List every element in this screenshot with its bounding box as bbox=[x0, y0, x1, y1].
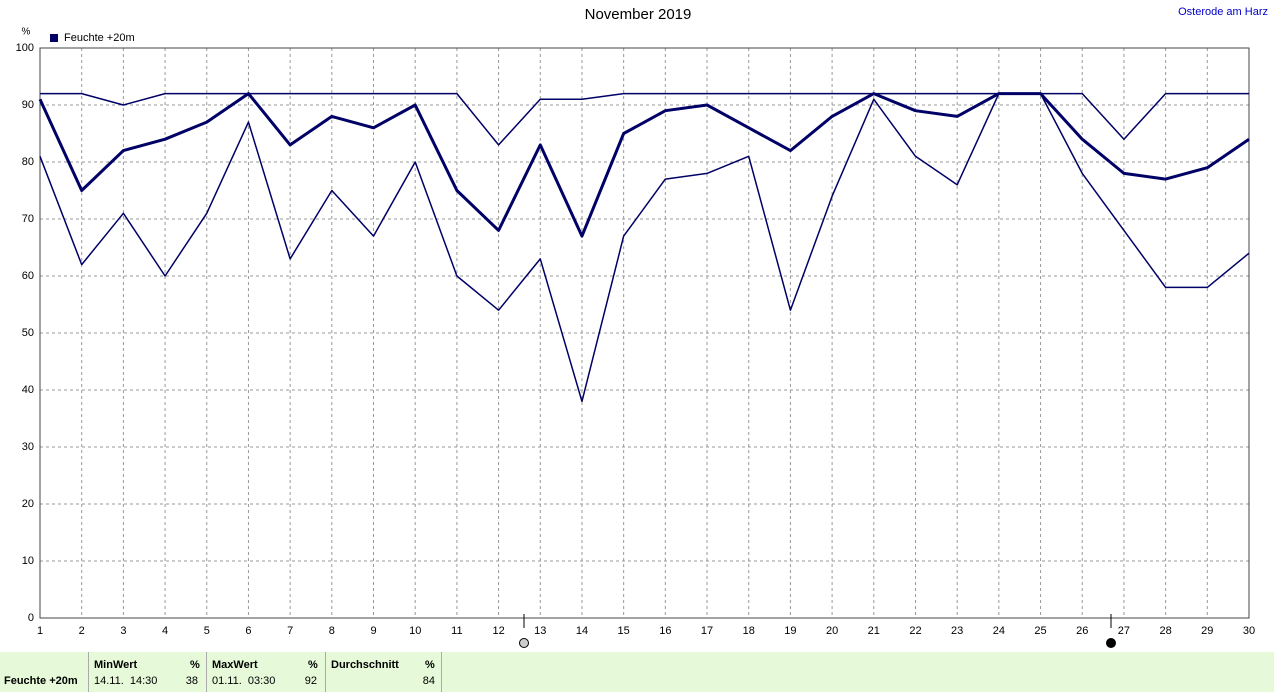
x-tick-label: 19 bbox=[784, 625, 796, 637]
col-unit: % bbox=[190, 659, 200, 671]
x-tick-label: 27 bbox=[1118, 625, 1130, 637]
x-tick-label: 8 bbox=[329, 625, 335, 637]
new-moon-icon bbox=[1106, 638, 1116, 648]
x-tick-label: 11 bbox=[451, 625, 462, 637]
y-tick-label: 0 bbox=[28, 612, 34, 624]
x-tick-label: 29 bbox=[1201, 625, 1213, 637]
col-header: MinWert bbox=[94, 659, 138, 671]
x-tick-label: 9 bbox=[370, 625, 376, 637]
y-tick-label: 80 bbox=[22, 156, 34, 168]
x-tick-label: 28 bbox=[1159, 625, 1171, 637]
chart-title: November 2019 bbox=[585, 6, 692, 23]
line-mean bbox=[38, 92, 1250, 238]
x-tick-label: 3 bbox=[120, 625, 126, 637]
col-header: MaxWert bbox=[212, 659, 258, 671]
x-tick-label: 7 bbox=[287, 625, 293, 637]
x-tick-label: 1 bbox=[37, 625, 43, 637]
y-tick-label: 60 bbox=[22, 270, 34, 282]
col-unit: % bbox=[425, 659, 435, 671]
legend-label: Feuchte +20m bbox=[64, 32, 135, 44]
y-tick-label: 20 bbox=[22, 498, 34, 510]
col-value: 38 bbox=[185, 675, 198, 687]
x-tick-label: 21 bbox=[868, 625, 880, 637]
line-min bbox=[39, 92, 1250, 403]
x-tick-label: 17 bbox=[701, 625, 713, 637]
separator bbox=[441, 652, 442, 692]
x-tick-label: 30 bbox=[1243, 625, 1255, 637]
col-header: Durchschnitt bbox=[331, 659, 399, 671]
x-tick-label: 4 bbox=[162, 625, 168, 637]
plot-border bbox=[39, 47, 1250, 619]
y-tick-label: 100 bbox=[16, 42, 34, 54]
stats-panel: Feuchte +20m MinWert % 14.11. 14:30 38 M… bbox=[0, 652, 1274, 692]
legend-swatch bbox=[50, 34, 58, 42]
x-tick-label: 2 bbox=[79, 625, 85, 637]
x-tick-label: 10 bbox=[409, 625, 421, 637]
col-value: 84 bbox=[422, 675, 435, 687]
x-tick-label: 24 bbox=[993, 625, 1005, 637]
separator bbox=[325, 652, 326, 692]
chart: November 2019 Osterode am Harz % Feuchte… bbox=[16, 6, 1268, 648]
x-tick-label: 20 bbox=[826, 625, 838, 637]
y-tick-label: 30 bbox=[22, 441, 34, 453]
location: Osterode am Harz bbox=[1178, 6, 1268, 18]
x-tick-label: 18 bbox=[743, 625, 755, 637]
stats-label: Feuchte +20m bbox=[4, 675, 78, 687]
x-tick-label: 14 bbox=[576, 625, 588, 637]
line-max bbox=[40, 92, 1249, 146]
full-moon-icon bbox=[519, 638, 529, 648]
y-tick-label: 90 bbox=[22, 99, 34, 111]
x-tick-label: 16 bbox=[659, 625, 671, 637]
y-tick-label: 40 bbox=[22, 384, 34, 396]
x-tick-label: 25 bbox=[1034, 625, 1046, 637]
col-unit: % bbox=[308, 659, 318, 671]
separator bbox=[88, 652, 89, 692]
col-time: 01.11. 03:30 bbox=[212, 675, 276, 687]
x-tick-label: 26 bbox=[1076, 625, 1088, 637]
x-tick-label: 15 bbox=[618, 625, 630, 637]
x-tick-label: 13 bbox=[534, 625, 546, 637]
col-value: 92 bbox=[304, 675, 317, 687]
x-tick-label: 5 bbox=[204, 625, 210, 637]
x-tick-label: 12 bbox=[492, 625, 504, 637]
x-tick-label: 22 bbox=[909, 625, 921, 637]
y-tick-label: 70 bbox=[22, 213, 34, 225]
x-tick-label: 6 bbox=[245, 625, 251, 637]
y-tick-label: 10 bbox=[22, 555, 34, 567]
y-axis-label: % bbox=[22, 27, 31, 38]
col-time: 14.11. 14:30 bbox=[94, 675, 158, 687]
y-tick-label: 50 bbox=[22, 327, 34, 339]
separator bbox=[206, 652, 207, 692]
x-tick-label: 23 bbox=[951, 625, 963, 637]
